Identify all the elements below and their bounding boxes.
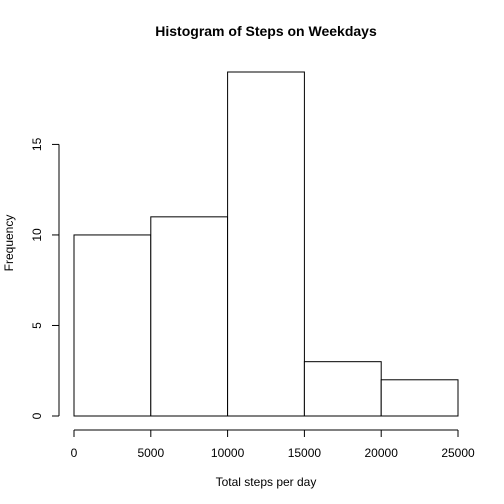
x-tick-label-1: 5000 — [137, 446, 164, 460]
histogram-bar-4 — [380, 379, 459, 417]
x-tick-label-5: 25000 — [441, 446, 475, 460]
histogram-bar-1 — [150, 216, 229, 417]
x-tick-label-0: 0 — [71, 446, 78, 460]
histogram-bar-3 — [303, 361, 382, 417]
y-tick-label-3: 15 — [30, 137, 44, 151]
bars-group — [73, 71, 459, 417]
x-axis: 0 5000 10000 15000 20000 25000 — [71, 429, 475, 460]
y-tick-label-0: 0 — [30, 412, 44, 419]
x-axis-label: Total steps per day — [216, 475, 317, 489]
y-tick-label-2: 10 — [30, 228, 44, 242]
y-axis-label: Frequency — [2, 215, 16, 272]
chart-title: Histogram of Steps on Weekdays — [155, 23, 377, 39]
histogram-bar-2 — [227, 71, 305, 417]
y-tick-label-1: 5 — [30, 322, 44, 329]
histogram-bar-0 — [73, 234, 152, 417]
x-tick-label-2: 10000 — [211, 446, 245, 460]
x-tick-label-3: 15000 — [288, 446, 322, 460]
y-axis: 0 5 10 15 — [30, 137, 60, 419]
x-tick-label-4: 20000 — [365, 446, 399, 460]
